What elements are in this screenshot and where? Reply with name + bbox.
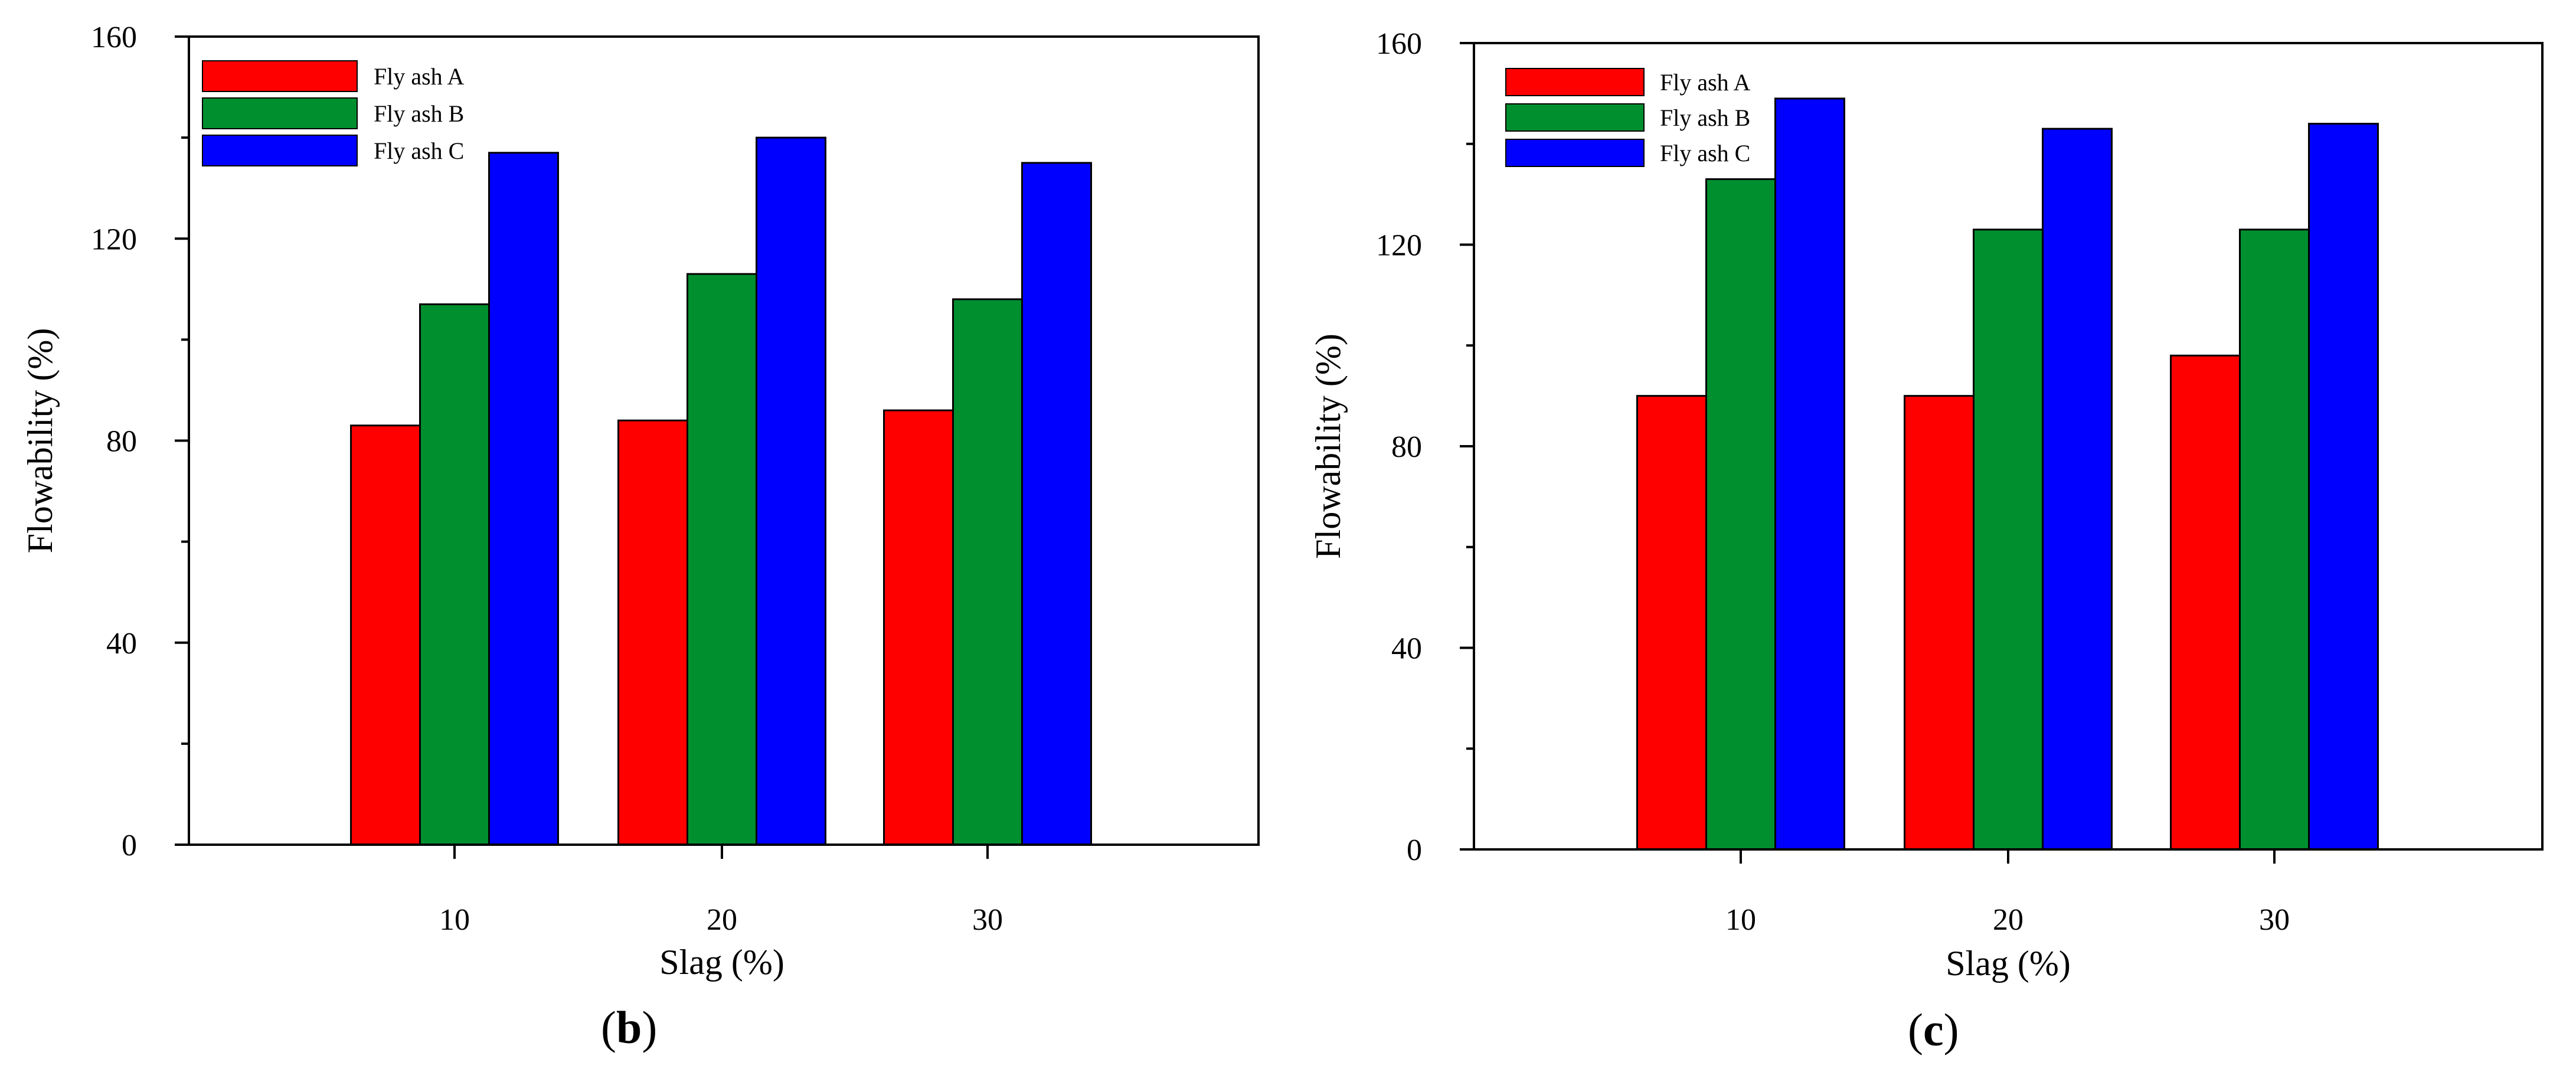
y-tick-label: 120 [1376,229,1422,263]
legend: Fly ash A Fly ash B Fly ash C [1505,68,1750,167]
x-tick-label: 20 [1993,903,2023,937]
x-tick-label: 30 [972,903,1003,937]
y-tick-label: 80 [106,425,137,459]
legend-swatch [1505,68,1645,96]
legend-label: Fly ash C [374,138,464,164]
legend-swatch [202,60,358,92]
bar-fly-ash-a-20 [617,419,688,846]
legend-label: Fly ash A [1660,69,1750,96]
y-tick-label: 40 [106,627,137,661]
bar-fly-ash-a-10 [1636,395,1707,851]
y-tick-label: 160 [91,21,137,54]
panel-caption-c: (c) [1908,1007,1959,1053]
legend-swatch [202,97,358,129]
x-tick-label: 10 [1725,903,1756,937]
bar-fly-ash-b-20 [1973,228,2044,851]
bar-fly-ash-b-10 [419,303,490,846]
y-tick-label: 0 [122,829,137,862]
legend-swatch [202,135,358,166]
bar-fly-ash-a-20 [1904,395,1975,851]
y-axis-label: Flowability (%) [1309,334,1348,559]
x-tick-label: 30 [2259,903,2290,937]
bar-fly-ash-c-30 [2308,123,2379,851]
bar-fly-ash-c-20 [2042,128,2113,851]
bar-fly-ash-a-30 [2170,354,2241,851]
legend-swatch [1505,139,1645,167]
bar-fly-ash-b-30 [2239,228,2310,851]
caption-open: ( [601,1002,616,1053]
bar-fly-ash-a-30 [883,409,954,846]
bar-fly-ash-c-20 [756,136,826,846]
x-tick-label: 10 [439,903,470,937]
caption-letter: b [616,1002,642,1053]
y-axis-label: Flowability (%) [21,328,60,554]
legend-swatch [1505,103,1645,132]
x-tick-label: 20 [707,903,737,937]
y-tick-label: 160 [1376,27,1422,61]
legend-label: Fly ash A [374,63,464,90]
x-axis-label: Slag (%) [659,943,784,982]
bar-fly-ash-a-10 [350,424,421,846]
bar-fly-ash-b-10 [1705,178,1776,851]
legend-label: Fly ash B [374,100,464,127]
y-tick-label: 80 [1391,430,1422,464]
legend-label: Fly ash B [1660,104,1750,131]
y-tick-label: 120 [91,223,137,256]
caption-close: ) [1943,1004,1959,1055]
panel-caption-b: (b) [601,1005,657,1051]
y-tick-label: 0 [1407,833,1422,867]
caption-open: ( [1908,1004,1923,1055]
legend: Fly ash A Fly ash B Fly ash C [202,60,464,166]
caption-close: ) [642,1002,658,1053]
bar-fly-ash-c-10 [1774,97,1845,851]
x-axis-label: Slag (%) [1946,944,2071,983]
caption-letter: c [1923,1004,1944,1055]
y-tick-label: 40 [1391,632,1422,666]
bar-fly-ash-b-30 [952,298,1023,846]
legend-label: Fly ash C [1660,140,1750,166]
